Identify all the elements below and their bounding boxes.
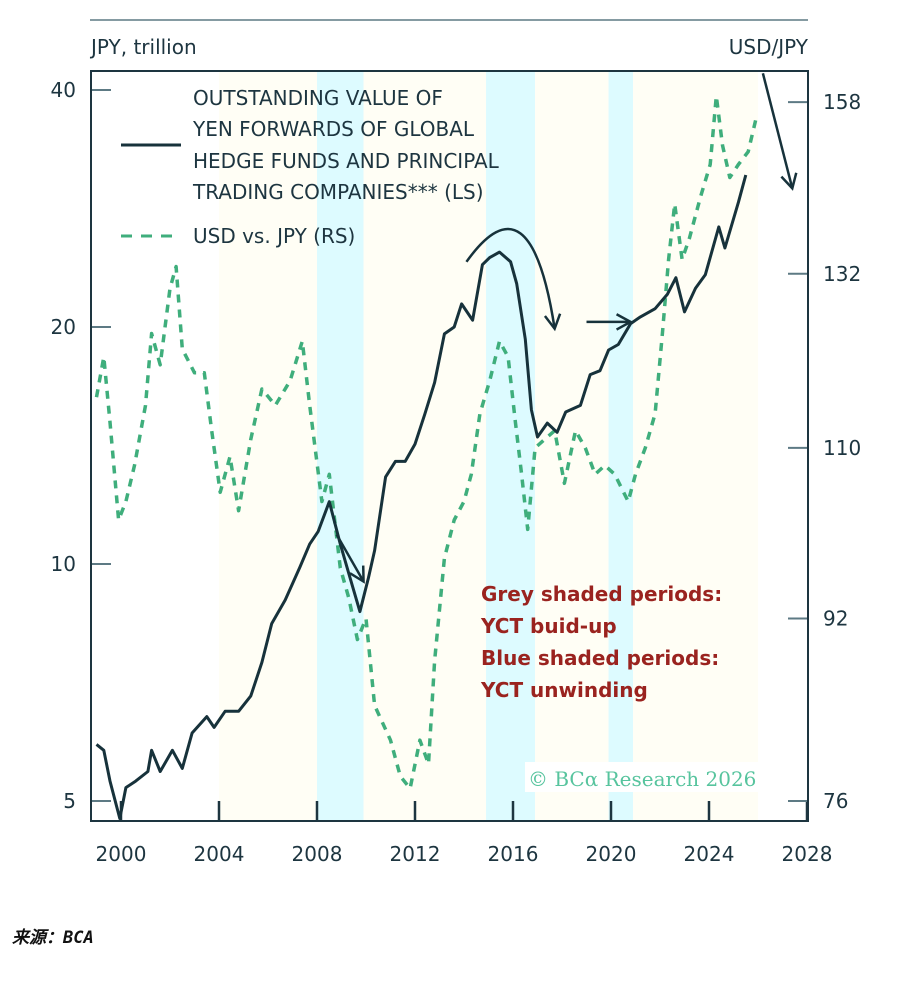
grey-shaded-period-6	[633, 71, 758, 821]
annotation-line-4: YCT unwinding	[480, 678, 648, 702]
watermark: © BCα Research 2026	[528, 767, 756, 791]
x-tick-label-2004: 2004	[194, 842, 245, 866]
arrow-2016-curve-head-icon	[543, 313, 562, 332]
shaded-periods	[219, 71, 758, 821]
x-tick-label-2008: 2008	[292, 842, 343, 866]
right-tick-label-132: 132	[823, 262, 861, 286]
arrow-2026-down	[761, 73, 794, 189]
plot-frame	[90, 70, 809, 822]
left-tick-label-10: 10	[51, 552, 76, 576]
x-tick-label-2000: 2000	[96, 842, 147, 866]
axis-ticks: 2000 2004 2008 2012 2016 2020 2024 2028 5 10 20 40 7…	[51, 78, 862, 866]
shading-annotation: Grey shaded periods: YCT buid-up Blue sh…	[480, 582, 722, 702]
legend-label-1-line3: HEDGE FUNDS AND PRINCIPAL	[193, 149, 500, 173]
annotation-arrows	[335, 73, 798, 584]
grey-shaded-period-0	[219, 71, 317, 821]
left-tick-label-40: 40	[51, 78, 76, 102]
blue-shaded-period-5	[608, 71, 634, 821]
legend-label-2: USD vs. JPY (RS)	[193, 224, 355, 248]
right-axis-label: USD/JPY	[729, 35, 809, 59]
right-tick-label-158: 158	[823, 90, 861, 114]
annotation-line-3: Blue shaded periods:	[481, 646, 719, 670]
left-tick-label-20: 20	[51, 315, 76, 339]
grey-shaded-period-2	[363, 71, 487, 821]
right-tick-label-110: 110	[823, 436, 861, 460]
left-tick-label-5: 5	[63, 789, 76, 813]
chart: JPY, trillion USD/JPY 2000 2004 2008 2012 20…	[51, 19, 862, 866]
arrow-2019-right-head-icon	[615, 313, 634, 331]
arrow-2009-down-head-icon	[349, 565, 365, 584]
legend-label-1-line2: YEN FORWARDS OF GLOBAL	[192, 117, 475, 141]
grey-shaded-period-4	[535, 71, 609, 821]
x-tick-label-2012: 2012	[390, 842, 441, 866]
x-tick-label-2020: 2020	[586, 842, 637, 866]
legend-label-1-line1: OUTSTANDING VALUE OF	[193, 86, 443, 110]
arrow-2009-down	[335, 533, 365, 583]
series-lines	[94, 94, 758, 820]
right-tick-label-76: 76	[823, 789, 848, 813]
left-axis-label: JPY, trillion	[89, 35, 197, 59]
annotation-line-1: Grey shaded periods:	[481, 582, 722, 606]
arrow-2016-curve	[465, 228, 556, 329]
x-tick-label-2024: 2024	[684, 842, 735, 866]
usdjpy-line	[94, 94, 758, 791]
annotation-line-2: YCT buid-up	[480, 614, 617, 638]
arrow-2026-down-head-icon	[780, 172, 798, 191]
x-tick-label-2016: 2016	[488, 842, 539, 866]
blue-shaded-period-3	[486, 71, 536, 821]
right-tick-label-92: 92	[823, 607, 848, 631]
legend-label-1-line4: TRADING COMPANIES*** (LS)	[192, 180, 484, 204]
x-tick-label-2028: 2028	[782, 842, 833, 866]
source-caption: 来源：BCA	[12, 928, 94, 948]
legend: OUTSTANDING VALUE OF YEN FORWARDS OF GLO…	[121, 86, 500, 248]
blue-shaded-period-1	[317, 71, 364, 821]
watermark-bg	[525, 762, 777, 792]
